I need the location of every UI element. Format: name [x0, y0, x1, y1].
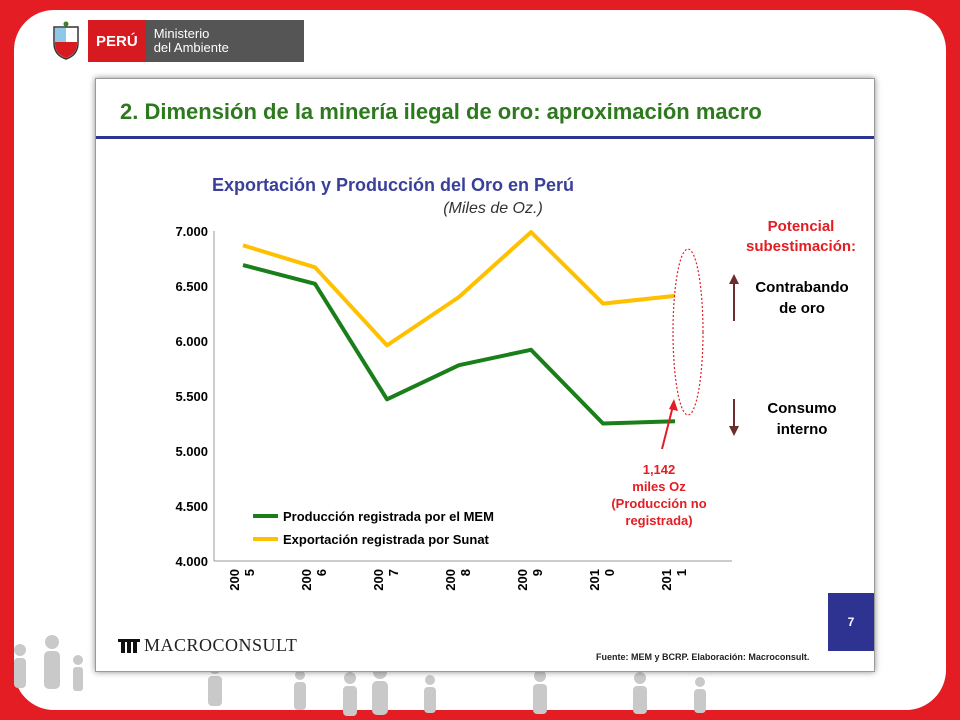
- ministry-line-1: Ministerio: [153, 26, 210, 41]
- ministry-label: Ministerio del Ambiente: [145, 20, 304, 62]
- x-tick-label: 9: [530, 569, 545, 576]
- slide-frame: 2. Dimensión de la minería ilegal de oro…: [95, 78, 875, 672]
- y-tick-label: 5.000: [175, 444, 208, 459]
- x-tick-label: 200: [227, 569, 242, 591]
- macroconsult-logo: MACROCONSULT: [118, 635, 297, 656]
- x-tick-label: 7: [386, 569, 401, 576]
- y-tick-label: 4.000: [175, 554, 208, 569]
- potential-label-line-2: subestimación:: [746, 238, 856, 255]
- x-tick-label: 5: [242, 569, 257, 576]
- series-line-exports: [242, 230, 676, 348]
- x-tick-label: 200: [443, 569, 458, 591]
- y-tick-label: 4.500: [175, 499, 208, 514]
- series-line-production: [242, 263, 676, 426]
- macroconsult-mark-icon: [118, 638, 140, 653]
- x-tick-label: 201: [659, 569, 674, 591]
- y-tick-label: 5.500: [175, 389, 208, 404]
- x-tick-label: 1: [674, 569, 689, 576]
- source-note: Fuente: MEM y BCRP. Elaboración: Macroco…: [596, 652, 810, 662]
- legend-label-production: Producción registrada por el MEM: [283, 509, 494, 524]
- title-divider: [96, 136, 874, 139]
- y-tick-label: 6.500: [175, 279, 208, 294]
- x-tick-label: 200: [299, 569, 314, 591]
- x-tick-labels: 200 5 200 6 200 7 200 8 200 9 201 0 201 1: [227, 569, 689, 591]
- gap-pointer-arrow: [661, 401, 675, 450]
- y-tick-label: 6.000: [175, 334, 208, 349]
- gap-note-line-1: 1,142: [643, 462, 676, 477]
- legend-label-exports: Exportación registrada por Sunat: [283, 532, 490, 547]
- potential-label-line-1: Potencial: [768, 218, 835, 235]
- peru-label: PERÚ: [88, 20, 146, 62]
- x-tick-label: 0: [602, 569, 617, 576]
- smuggling-label-line-2: de oro: [779, 300, 825, 317]
- smuggling-label-line-1: Contrabando: [755, 279, 848, 296]
- down-arrowhead-icon: [729, 426, 739, 436]
- chart-subtitle: (Miles de Oz.): [443, 200, 543, 217]
- gap-pointer-arrowhead: [669, 399, 678, 411]
- x-tick-label: 200: [371, 569, 386, 591]
- x-tick-label: 201: [587, 569, 602, 591]
- slide-title: 2. Dimensión de la minería ilegal de oro…: [120, 99, 762, 124]
- macroconsult-text: MACROCONSULT: [144, 635, 298, 655]
- y-tick-labels: 7.000 6.500 6.000 5.500 5.000 4.500 4.000: [175, 224, 208, 569]
- domestic-label-line-2: interno: [777, 421, 828, 438]
- website-url: www.minam.gob.pe: [782, 680, 931, 699]
- gap-highlight-ellipse: [672, 248, 704, 416]
- ministry-line-2: del Ambiente: [153, 40, 229, 55]
- chart-title: Exportación y Producción del Oro en Perú: [212, 175, 574, 195]
- coat-of-arms-icon: [53, 21, 79, 60]
- x-tick-label: 8: [458, 569, 473, 576]
- chart: Exportación y Producción del Oro en Perú…: [175, 175, 856, 591]
- gap-note-line-3: (Producción no: [611, 496, 706, 511]
- domestic-label-line-1: Consumo: [767, 400, 836, 417]
- slide-page-number: 7: [828, 593, 874, 651]
- up-arrowhead-icon: [729, 274, 739, 284]
- x-tick-label: 200: [515, 569, 530, 591]
- y-tick-label: 7.000: [175, 224, 208, 239]
- legend: Producción registrada por el MEM Exporta…: [253, 509, 494, 547]
- ministry-logo: PERÚ Ministerio del Ambiente: [50, 18, 304, 64]
- gap-note-line-2: miles Oz: [632, 479, 686, 494]
- x-tick-label: 6: [314, 569, 329, 576]
- gap-note-line-4: registrada): [625, 513, 692, 528]
